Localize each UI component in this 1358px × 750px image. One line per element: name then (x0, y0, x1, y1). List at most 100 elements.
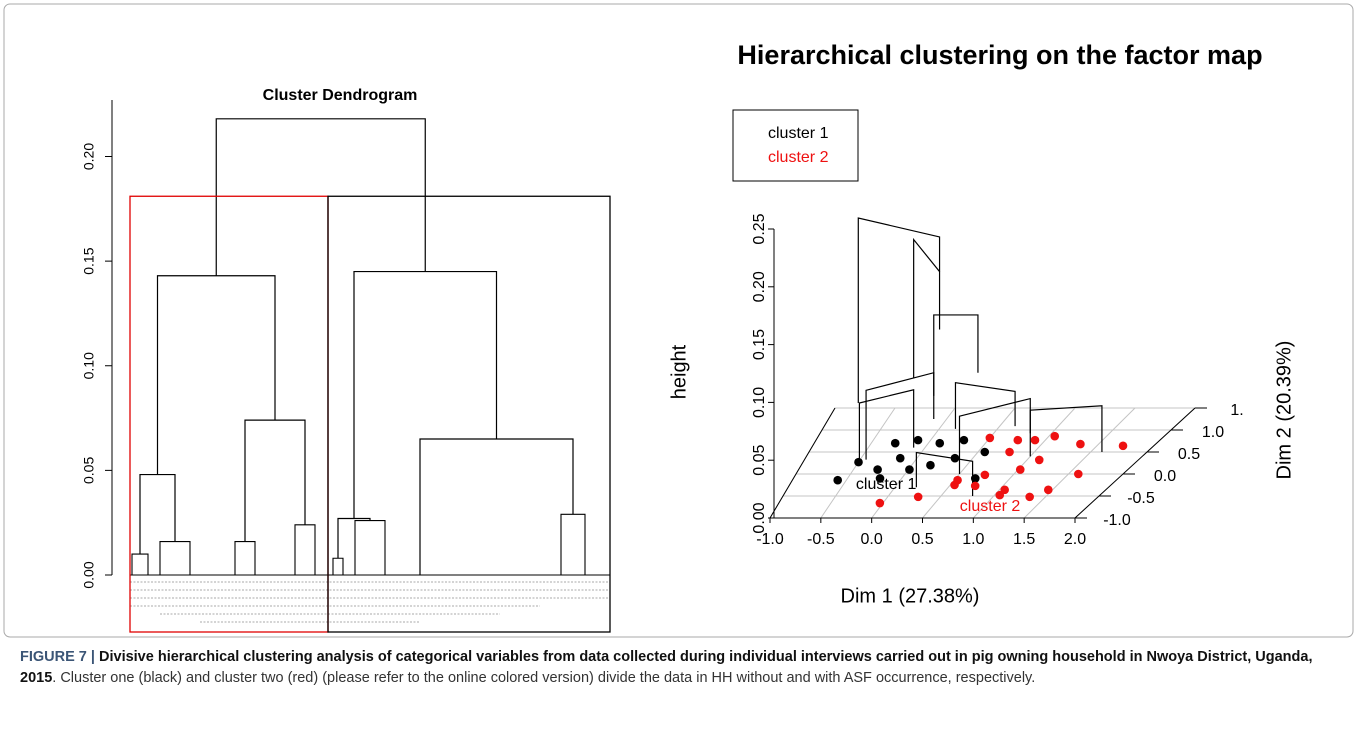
z-tick-label: 0.15 (751, 329, 768, 360)
cluster-label: cluster 2 (960, 498, 1021, 515)
tree-link (1029, 405, 1103, 457)
point (1074, 469, 1083, 479)
point (953, 475, 962, 485)
z-tick-label: 0.25 (751, 213, 768, 244)
point (913, 435, 923, 445)
point (1034, 455, 1044, 465)
point (959, 435, 969, 445)
point (1118, 441, 1128, 451)
point (1076, 439, 1085, 449)
y-tick-label: 1. (1230, 402, 1243, 419)
point (970, 474, 980, 483)
point (854, 457, 863, 467)
z-tick-label: 0.05 (751, 445, 768, 476)
x-axis-label: Dim 1 (27.38%) (841, 585, 980, 607)
dendrogram-link (244, 419, 306, 542)
point (950, 453, 960, 463)
dendrogram-leaf (294, 524, 316, 575)
x-tick-label: 0.5 (911, 531, 933, 548)
x-tick-label: 1.0 (962, 531, 984, 548)
y-tick-label: 0.10 (81, 352, 97, 379)
point (913, 492, 923, 502)
point (980, 470, 990, 480)
dendrogram-leaf (159, 540, 191, 575)
point (1025, 492, 1034, 502)
legend-entry: cluster 1 (768, 125, 829, 142)
caption-text: . Cluster one (black) and cluster two (r… (52, 670, 1036, 686)
dendrogram-link (353, 270, 498, 519)
grid-line (922, 407, 1016, 519)
point (1013, 435, 1023, 445)
y-tick-label: 0.00 (81, 561, 97, 588)
z-tick-label: 0.20 (751, 271, 768, 302)
caption: FIGURE 7 | Divisive hierarchical cluster… (20, 647, 1342, 689)
point (1015, 465, 1025, 474)
point (1030, 435, 1040, 445)
z-tick-label: 0.10 (751, 387, 768, 418)
x-tick-label: -0.5 (807, 531, 835, 548)
dendrogram-title: Cluster Dendrogram (263, 87, 418, 104)
leaf-labels (130, 581, 610, 623)
dendrogram-leaf (234, 540, 256, 575)
figure-frame (3, 3, 1354, 638)
caption-title: Divisive hierarchical clustering analysi… (20, 649, 1313, 686)
dendrogram-leaf (560, 513, 586, 575)
dendrogram-leaf (332, 557, 344, 575)
dendrogram-link (139, 473, 176, 555)
grid-line (1023, 407, 1136, 519)
point (905, 465, 914, 474)
point (833, 475, 843, 485)
tree-link (954, 381, 1016, 429)
tree-link (913, 237, 941, 379)
point (895, 453, 905, 463)
point (995, 490, 1005, 500)
x-tick-label: 2.0 (1064, 531, 1086, 548)
tree-link (858, 389, 915, 461)
factor-map-title: Hierarchical clustering on the factor ma… (737, 40, 1262, 70)
point (1050, 431, 1060, 441)
point (873, 465, 882, 474)
point (970, 481, 980, 491)
z-axis-label: height (668, 344, 690, 399)
floor-edge (769, 407, 1196, 519)
y-tick-label: 0.05 (81, 457, 97, 484)
dendrogram-link (215, 118, 426, 276)
leaf-label-clutter (130, 581, 610, 623)
dendrogram-link (419, 438, 574, 575)
legend-entry: cluster 2 (768, 149, 829, 166)
y-tick-label: 1.0 (1202, 424, 1224, 441)
grid-line (972, 407, 1076, 519)
cluster-cut (327, 195, 611, 633)
point (875, 498, 885, 508)
y-axis-label: Dim 2 (20.39%) (1273, 341, 1295, 480)
caption-label: FIGURE 7 | (20, 649, 95, 665)
y-tick-label: -1.0 (1103, 512, 1131, 529)
tree-link (933, 314, 979, 396)
x-tick-label: -1.0 (756, 531, 784, 548)
x-tick-label: 0.0 (861, 531, 883, 548)
point (926, 460, 935, 470)
point (890, 438, 900, 448)
dendrogram-link (156, 275, 276, 475)
dendrogram-leaf (131, 553, 149, 575)
cluster-label: cluster 1 (856, 476, 917, 493)
dendrogram-leaf (354, 520, 386, 575)
point (1043, 485, 1053, 495)
point (985, 433, 995, 443)
legend-box (732, 109, 859, 182)
y-tick-label: 0.15 (81, 247, 97, 274)
y-tick-label: 0.0 (1154, 468, 1176, 485)
point (1005, 447, 1014, 457)
z-tick-label: 0.00 (751, 502, 768, 533)
tree-link (857, 217, 941, 403)
point (875, 474, 885, 483)
y-tick-label: 0.5 (1178, 446, 1200, 463)
y-tick-label: -0.5 (1127, 490, 1155, 507)
point (980, 447, 990, 457)
grid-line (871, 407, 956, 519)
point (935, 438, 945, 448)
figure: Cluster Dendrogram Hierarchical clusteri… (3, 3, 1354, 638)
dendrogram-link (337, 517, 371, 559)
x-tick-label: 1.5 (1013, 531, 1035, 548)
